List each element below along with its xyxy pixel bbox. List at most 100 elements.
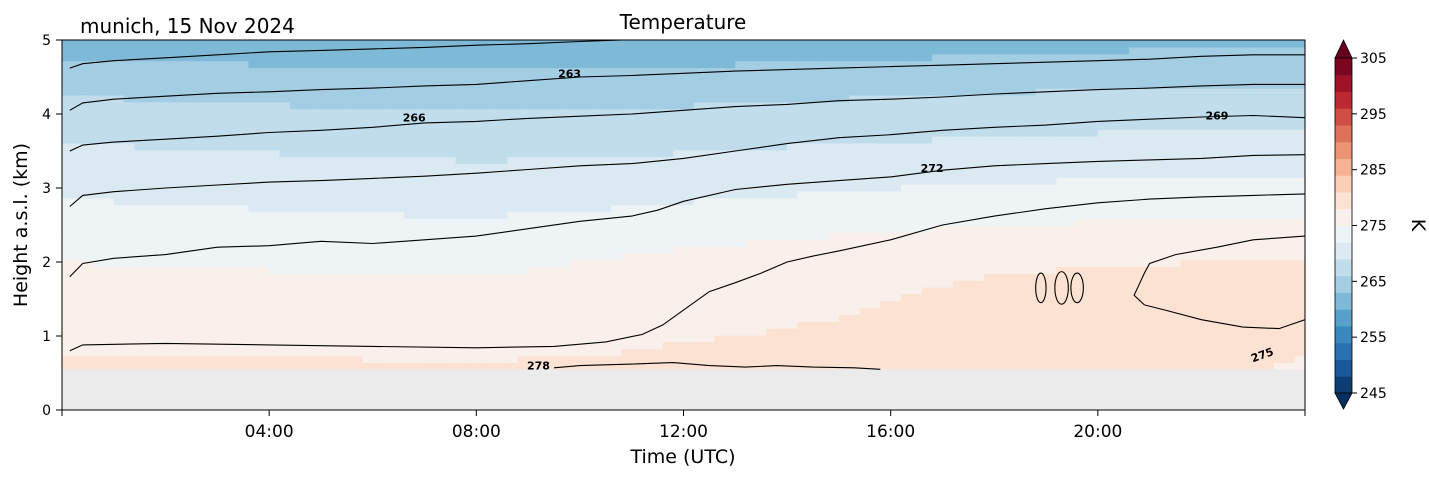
field-cell <box>890 245 902 254</box>
field-cell <box>1014 341 1026 350</box>
field-cell <box>818 280 830 288</box>
field-cell <box>497 348 509 357</box>
field-cell <box>383 170 395 178</box>
field-cell <box>62 115 73 123</box>
field-cell <box>1077 88 1089 96</box>
field-cell <box>175 177 187 185</box>
field-cell <box>756 190 767 199</box>
field-cell <box>300 300 312 309</box>
field-cell <box>62 341 73 350</box>
field-cell <box>1087 218 1099 226</box>
field-cell <box>869 88 881 96</box>
field-cell <box>683 334 695 343</box>
field-cell <box>1170 314 1182 322</box>
field-cell <box>963 225 975 233</box>
field-cell <box>1159 142 1171 151</box>
field-cell <box>279 163 291 171</box>
field-cell <box>1077 108 1089 117</box>
field-cell <box>849 307 861 316</box>
field-cell <box>1035 177 1047 185</box>
field-cell <box>352 232 363 240</box>
field-cell <box>207 341 218 350</box>
field-cell <box>735 163 747 171</box>
field-cell <box>1284 204 1296 213</box>
field-cell <box>1263 88 1275 96</box>
field-cell <box>849 156 861 165</box>
field-cell <box>1242 225 1254 233</box>
field-cell <box>1253 136 1265 144</box>
field-cell <box>818 115 830 123</box>
field-cell <box>155 355 167 364</box>
field-cell <box>93 115 105 123</box>
field-cell <box>901 280 912 288</box>
field-cell <box>362 101 374 110</box>
field-cell <box>393 197 405 206</box>
field-cell <box>465 280 477 288</box>
field-cell <box>631 204 643 213</box>
field-cell <box>1108 314 1120 322</box>
field-cell <box>952 156 964 165</box>
field-cell <box>414 266 426 274</box>
field-cell <box>662 184 674 192</box>
field-cell <box>486 190 498 199</box>
field-cell <box>1066 348 1078 357</box>
field-cell <box>952 362 964 370</box>
field-cell <box>745 238 757 247</box>
field-cell <box>103 293 115 302</box>
field-cell <box>838 177 850 185</box>
field-cell <box>1087 300 1099 309</box>
field-cell <box>1191 307 1203 316</box>
field-cell <box>1066 238 1078 247</box>
field-cell <box>434 115 446 123</box>
field-cell <box>973 334 985 343</box>
field-cell <box>1097 88 1109 96</box>
field-cell <box>1253 232 1265 240</box>
field-cell <box>1108 307 1120 316</box>
field-cell <box>590 88 602 96</box>
field-cell <box>414 245 426 254</box>
field-cell <box>1170 348 1182 357</box>
field-cell <box>476 190 488 199</box>
field-cell <box>134 341 146 350</box>
field-cell <box>1232 328 1244 336</box>
field-cell <box>590 341 602 350</box>
field-cell <box>248 177 260 185</box>
field-cell <box>745 122 757 130</box>
field-cell <box>352 197 363 206</box>
field-cell <box>756 252 767 261</box>
field-cell <box>735 266 747 274</box>
field-cell <box>818 211 830 219</box>
field-cell <box>569 129 581 137</box>
field-cell <box>683 88 695 96</box>
field-cell <box>155 314 167 322</box>
field-cell <box>1118 184 1130 192</box>
field-cell <box>1273 252 1285 261</box>
field-cell <box>1180 163 1192 171</box>
field-cell <box>227 321 239 329</box>
field-cell <box>414 81 426 89</box>
field-cell <box>600 129 612 137</box>
field-cell <box>507 156 519 165</box>
field-cell <box>352 286 363 295</box>
field-cell <box>1222 218 1234 226</box>
field-cell <box>352 280 363 288</box>
field-cell <box>165 238 177 247</box>
field-cell <box>548 204 560 213</box>
field-cell <box>403 156 415 165</box>
field-cell <box>1046 211 1057 219</box>
field-cell <box>807 328 819 336</box>
field-cell <box>62 122 73 130</box>
field-cell <box>735 348 747 357</box>
field-cell <box>207 101 218 110</box>
field-cell <box>403 115 415 123</box>
field-cell <box>1014 355 1026 364</box>
field-cell <box>1128 101 1140 110</box>
field-cell <box>1087 163 1099 171</box>
field-cell <box>756 129 767 137</box>
field-cell <box>300 149 312 158</box>
field-cell <box>124 88 136 96</box>
field-cell <box>1253 225 1265 233</box>
field-cell <box>1087 170 1099 178</box>
field-cell <box>165 252 177 261</box>
field-cell <box>807 266 819 274</box>
